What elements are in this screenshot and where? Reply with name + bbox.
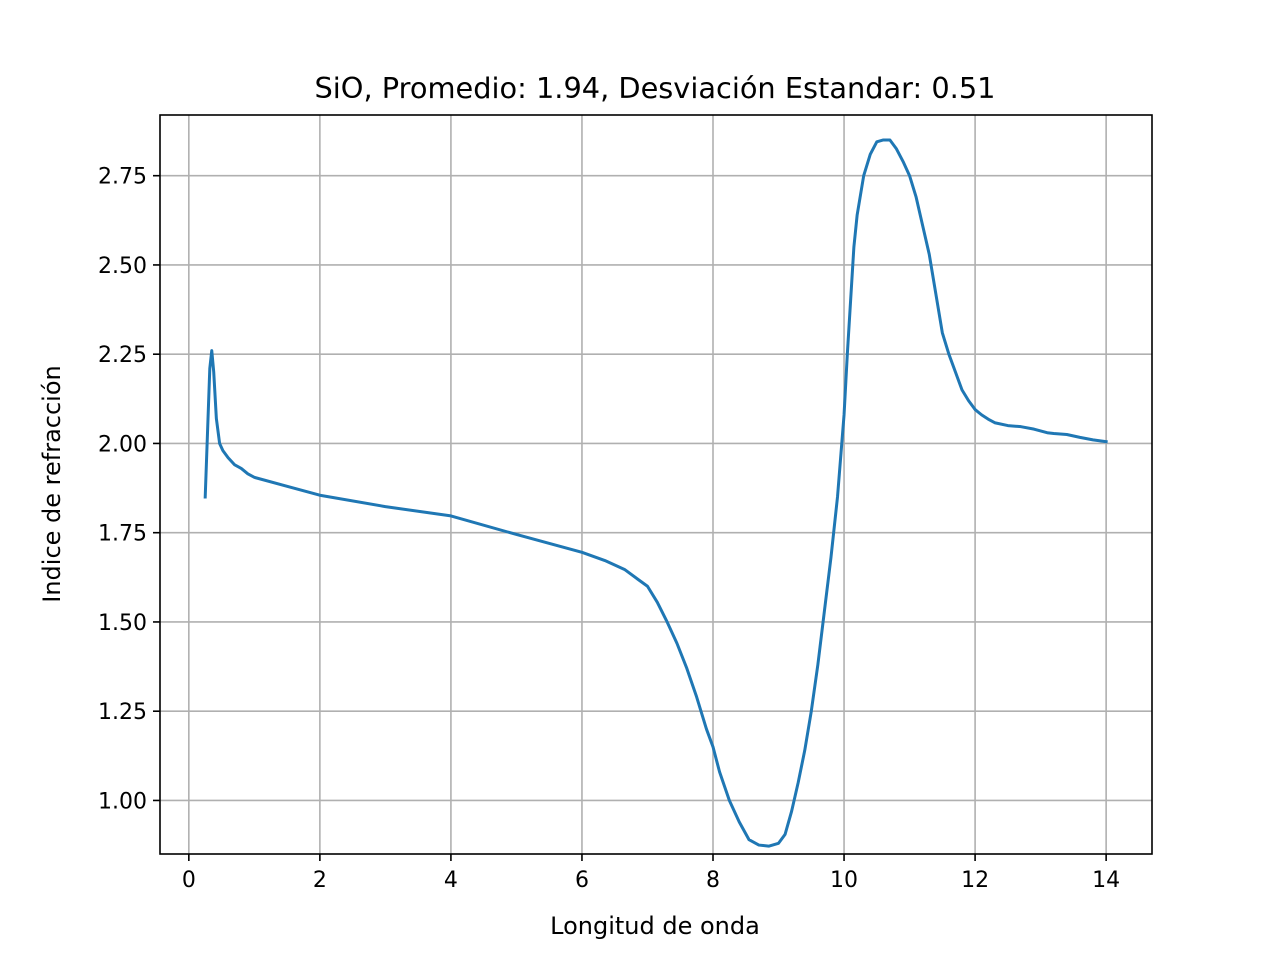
x-axis-ticks: 0 2 4 6 8 10 12 14 — [182, 854, 1120, 893]
y-tick-label: 2.50 — [98, 254, 147, 279]
y-tick-label: 1.75 — [98, 522, 147, 547]
x-tick-label: 0 — [182, 868, 196, 893]
x-tick-label: 10 — [830, 868, 858, 893]
x-axis-label: Longitud de onda — [550, 912, 760, 940]
series-layer — [203, 138, 1108, 848]
y-axis-label: Indice de refracción — [38, 365, 66, 603]
y-tick-label: 2.25 — [98, 343, 147, 368]
y-tick-label: 1.50 — [98, 611, 147, 636]
y-tick-label: 2.00 — [98, 432, 147, 457]
y-axis-ticks: 1.00 1.25 1.50 1.75 2.00 2.25 2.50 2.75 — [98, 165, 160, 814]
x-tick-label: 4 — [444, 868, 458, 893]
x-tick-label: 8 — [706, 868, 720, 893]
grid — [160, 115, 1152, 854]
series-line-0 — [203, 138, 1108, 848]
x-tick-label: 14 — [1092, 868, 1120, 893]
x-tick-label: 2 — [313, 868, 327, 893]
x-tick-label: 6 — [575, 868, 589, 893]
plot-frame — [159, 114, 1153, 855]
y-tick-label: 1.25 — [98, 700, 147, 725]
chart-title: SiO, Promedio: 1.94, Desviación Estandar… — [315, 71, 996, 105]
x-tick-label: 12 — [961, 868, 989, 893]
y-tick-label: 1.00 — [98, 789, 147, 814]
y-tick-label: 2.75 — [98, 165, 147, 190]
